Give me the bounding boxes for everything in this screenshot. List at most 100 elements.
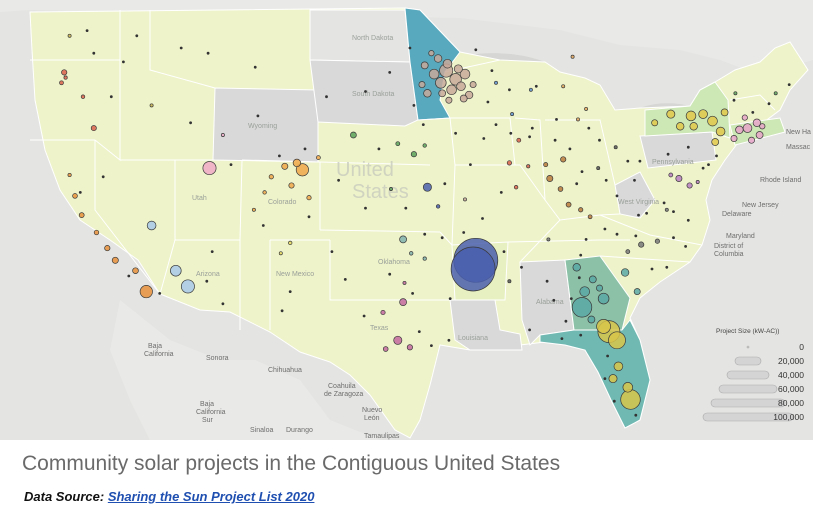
project-marker-texas[interactable] bbox=[382, 346, 389, 352]
project-marker-iowa[interactable] bbox=[422, 143, 427, 148]
project-marker-maryland[interactable] bbox=[686, 182, 693, 189]
project-marker-new-england[interactable] bbox=[755, 131, 764, 139]
project-marker-oregon[interactable] bbox=[59, 80, 64, 86]
project-marker-minnesota[interactable] bbox=[449, 73, 462, 86]
project-marker-minnesota[interactable] bbox=[446, 84, 457, 96]
project-marker-indiana[interactable] bbox=[543, 162, 549, 168]
project-marker-colorado[interactable] bbox=[281, 162, 289, 170]
project-marker-arizona[interactable] bbox=[180, 279, 195, 294]
project-marker-north-carolina[interactable] bbox=[625, 249, 631, 254]
project-marker-new-york[interactable] bbox=[698, 109, 708, 119]
project-marker-tennessee[interactable] bbox=[546, 237, 551, 242]
project-marker-new-mexico[interactable] bbox=[288, 240, 293, 246]
project-marker-maryland[interactable] bbox=[668, 172, 674, 178]
project-marker-new-york[interactable] bbox=[685, 110, 697, 122]
project-marker-ohio[interactable] bbox=[596, 166, 601, 171]
project-marker-california[interactable] bbox=[72, 193, 78, 199]
project-marker-new-england[interactable] bbox=[741, 114, 748, 121]
project-marker-colorado[interactable] bbox=[306, 195, 312, 201]
project-marker-minnesota[interactable] bbox=[428, 50, 435, 57]
project-marker-wyoming-e[interactable] bbox=[350, 131, 357, 139]
project-marker-minnesota[interactable] bbox=[423, 89, 432, 98]
project-marker-kentucky[interactable] bbox=[565, 201, 572, 208]
project-marker-michigan[interactable] bbox=[570, 54, 575, 59]
project-marker-california[interactable] bbox=[78, 212, 85, 218]
project-marker-texas[interactable] bbox=[399, 298, 407, 306]
project-marker-minnesota[interactable] bbox=[453, 64, 463, 74]
project-marker-oregon[interactable] bbox=[63, 75, 68, 80]
project-marker-new-york[interactable] bbox=[651, 119, 659, 127]
project-marker-nevada[interactable] bbox=[146, 220, 157, 231]
project-marker-north-carolina[interactable] bbox=[638, 241, 645, 248]
project-marker-michigan[interactable] bbox=[576, 117, 580, 122]
map-svg[interactable]: Wyoming South Dakota North Dakota Pennsy… bbox=[0, 0, 813, 440]
project-marker-oklahoma[interactable] bbox=[409, 251, 414, 256]
project-marker-new-england[interactable] bbox=[748, 136, 755, 144]
project-marker-texas[interactable] bbox=[380, 309, 386, 316]
map-canvas[interactable]: Wyoming South Dakota North Dakota Pennsy… bbox=[0, 0, 813, 440]
project-marker-illinois[interactable] bbox=[506, 160, 512, 166]
project-marker-utah[interactable] bbox=[202, 161, 217, 176]
project-marker-new-york[interactable] bbox=[720, 108, 729, 117]
project-marker-vermont[interactable] bbox=[733, 91, 738, 96]
project-marker-indiana[interactable] bbox=[560, 156, 567, 163]
project-marker-new-york[interactable] bbox=[707, 115, 718, 127]
project-marker-new-york[interactable] bbox=[676, 122, 685, 131]
project-marker-minnesota[interactable] bbox=[420, 61, 429, 70]
project-marker-new-york[interactable] bbox=[666, 109, 676, 119]
project-marker-florida[interactable] bbox=[622, 382, 634, 393]
project-marker-texas[interactable] bbox=[402, 280, 407, 285]
project-marker-south-carolina[interactable] bbox=[633, 288, 641, 296]
project-marker-colorado[interactable] bbox=[295, 163, 309, 177]
project-marker-kansas[interactable] bbox=[435, 204, 441, 209]
project-marker-mississippi[interactable] bbox=[507, 279, 512, 284]
project-marker-minnesota[interactable] bbox=[445, 96, 453, 104]
project-marker-new-mexico[interactable] bbox=[278, 251, 283, 256]
project-marker-kansas[interactable] bbox=[389, 187, 393, 191]
project-marker-minnesota[interactable] bbox=[459, 68, 471, 80]
project-marker-georgia[interactable] bbox=[572, 263, 581, 272]
project-marker-kentucky[interactable] bbox=[587, 214, 593, 220]
project-marker-florida[interactable] bbox=[596, 319, 611, 334]
project-marker-georgia[interactable] bbox=[596, 284, 603, 292]
project-marker-california[interactable] bbox=[104, 245, 111, 252]
project-marker-ohio[interactable] bbox=[613, 145, 618, 150]
project-marker-new-york[interactable] bbox=[689, 122, 698, 131]
project-marker-new-england[interactable] bbox=[752, 118, 762, 127]
project-marker-florida[interactable] bbox=[608, 331, 626, 350]
project-marker-california[interactable] bbox=[132, 267, 139, 274]
project-marker-georgia[interactable] bbox=[588, 275, 597, 284]
project-marker-kentucky[interactable] bbox=[578, 207, 584, 213]
project-marker-florida[interactable] bbox=[620, 389, 641, 410]
project-marker-wisconsin[interactable] bbox=[494, 80, 498, 85]
project-marker-georgia[interactable] bbox=[579, 286, 590, 297]
project-marker-california[interactable] bbox=[139, 285, 153, 299]
project-marker-oklahoma[interactable] bbox=[422, 256, 427, 261]
project-marker-colorado[interactable] bbox=[262, 190, 267, 195]
project-marker-georgia[interactable] bbox=[571, 297, 593, 318]
project-marker-maine[interactable] bbox=[773, 91, 778, 96]
project-marker-colorado[interactable] bbox=[316, 155, 321, 160]
project-marker-wisconsin[interactable] bbox=[510, 112, 515, 117]
project-marker-michigan[interactable] bbox=[561, 84, 566, 89]
project-marker-minnesota[interactable] bbox=[428, 68, 440, 80]
project-marker-illinois[interactable] bbox=[526, 164, 531, 169]
project-marker-illinois[interactable] bbox=[516, 137, 522, 143]
project-marker-georgia[interactable] bbox=[597, 292, 610, 305]
project-marker-colorado[interactable] bbox=[251, 207, 256, 212]
project-marker-michigan[interactable] bbox=[584, 106, 589, 111]
project-marker-new-england[interactable] bbox=[759, 123, 766, 130]
project-marker-new-england[interactable] bbox=[742, 123, 753, 133]
project-marker-new-york[interactable] bbox=[711, 138, 720, 146]
project-marker-minnesota[interactable] bbox=[459, 94, 468, 103]
project-marker-colorado[interactable] bbox=[268, 174, 274, 180]
project-marker-oregon[interactable] bbox=[80, 94, 86, 99]
source-link[interactable]: Sharing the Sun Project List 2020 bbox=[107, 489, 315, 504]
project-marker-maryland[interactable] bbox=[675, 175, 683, 182]
project-marker-arkansas[interactable] bbox=[450, 246, 496, 292]
project-marker-south-carolina[interactable] bbox=[620, 268, 630, 277]
project-marker-virginia[interactable] bbox=[664, 207, 669, 212]
project-marker-indiana[interactable] bbox=[546, 175, 554, 182]
project-marker-indiana[interactable] bbox=[557, 186, 564, 192]
project-marker-minnesota[interactable] bbox=[442, 58, 453, 69]
